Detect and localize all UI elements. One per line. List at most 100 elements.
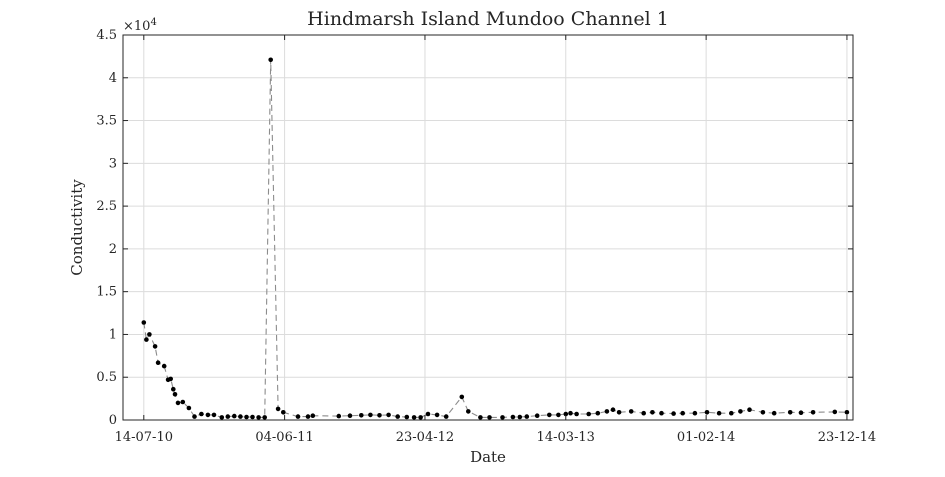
data-point bbox=[175, 400, 181, 406]
data-point bbox=[219, 415, 225, 420]
data-point bbox=[459, 394, 465, 400]
data-point bbox=[524, 414, 530, 419]
y-tick-label: 4.5 bbox=[96, 28, 117, 43]
data-point bbox=[810, 410, 816, 415]
x-tick-label: 23-12-14 bbox=[818, 430, 876, 445]
data-point bbox=[547, 412, 552, 418]
grid bbox=[123, 34, 853, 421]
y-tick-label: 1.5 bbox=[96, 285, 117, 300]
data-point bbox=[671, 411, 676, 416]
y-tick-label: 0.5 bbox=[96, 370, 117, 385]
data-point bbox=[225, 414, 231, 419]
data-point bbox=[411, 415, 417, 420]
data-point bbox=[161, 363, 167, 369]
data-point bbox=[787, 410, 793, 415]
data-point bbox=[478, 415, 483, 420]
axes-box bbox=[122, 34, 854, 421]
data-point bbox=[275, 406, 281, 412]
data-point bbox=[500, 415, 505, 420]
y-tick-label: 2.5 bbox=[96, 199, 117, 214]
data-point bbox=[595, 410, 601, 416]
y-tick-label: 4 bbox=[109, 71, 117, 86]
data-point bbox=[738, 409, 743, 414]
data-point bbox=[832, 409, 838, 415]
data-point bbox=[616, 410, 622, 415]
x-tick-label: 14-03-13 bbox=[537, 430, 595, 445]
data-point bbox=[747, 407, 752, 413]
data-point bbox=[395, 414, 401, 419]
y-axis-multiplier: ×104 bbox=[123, 17, 157, 34]
data-point bbox=[534, 413, 540, 419]
data-point bbox=[152, 344, 158, 349]
data-point bbox=[434, 412, 440, 418]
y-tick-label: 0 bbox=[109, 413, 117, 428]
data-point bbox=[680, 410, 685, 416]
data-point bbox=[232, 413, 237, 419]
data-point bbox=[147, 332, 152, 337]
data-point bbox=[144, 337, 149, 342]
data-point bbox=[510, 414, 516, 420]
data-point bbox=[487, 415, 492, 420]
data-point bbox=[377, 413, 382, 418]
data-point bbox=[563, 411, 569, 417]
data-point bbox=[281, 410, 286, 415]
data-point bbox=[844, 410, 850, 415]
data-point bbox=[628, 409, 634, 414]
data-point bbox=[268, 57, 274, 63]
data-point bbox=[368, 412, 373, 418]
x-tick-label: 01-02-14 bbox=[677, 430, 735, 445]
data-point bbox=[729, 410, 734, 416]
data-point bbox=[310, 413, 316, 419]
data-point bbox=[556, 412, 561, 418]
data-point bbox=[155, 360, 161, 366]
data-point bbox=[760, 410, 766, 415]
y-axis-multiplier-exponent: 4 bbox=[150, 17, 156, 28]
data-point bbox=[256, 415, 261, 420]
y-axis-label: Conductivity bbox=[68, 179, 86, 276]
data-point bbox=[211, 412, 217, 418]
data-point bbox=[295, 414, 301, 419]
x-tick-label: 14-07-10 bbox=[115, 430, 173, 445]
data-point bbox=[262, 415, 268, 420]
y-tick-label: 2 bbox=[109, 242, 117, 257]
x-axis-label: Date bbox=[470, 448, 506, 466]
plot-area bbox=[141, 57, 850, 420]
data-point bbox=[359, 413, 364, 418]
data-point bbox=[574, 411, 579, 417]
data-point bbox=[192, 414, 197, 419]
data-point bbox=[568, 410, 573, 416]
data-point bbox=[610, 407, 616, 413]
data-point bbox=[425, 411, 431, 417]
data-point bbox=[517, 414, 523, 420]
x-tick-label: 04-06-11 bbox=[255, 430, 313, 445]
axis-ticks: 0 0.5 1 1.5 2 2.5 3 3.5 4 4.5 14-07-10 04-06-11 23-0… bbox=[96, 28, 876, 445]
y-tick-label: 1 bbox=[109, 327, 117, 342]
data-point bbox=[798, 410, 804, 416]
data-point bbox=[336, 413, 342, 419]
data-point bbox=[386, 412, 391, 418]
data-point bbox=[404, 414, 410, 420]
data-point bbox=[250, 414, 255, 420]
data-point bbox=[771, 410, 777, 416]
y-tick-label: 3 bbox=[109, 156, 117, 171]
data-point bbox=[466, 409, 471, 414]
data-point bbox=[418, 415, 423, 420]
data-point bbox=[659, 410, 664, 416]
data-point bbox=[443, 414, 449, 419]
data-point bbox=[244, 414, 249, 420]
data-point bbox=[586, 411, 591, 417]
data-point bbox=[305, 414, 311, 419]
series-line bbox=[143, 59, 847, 418]
data-point bbox=[347, 413, 353, 419]
data-point bbox=[205, 412, 211, 418]
data-point bbox=[641, 410, 646, 416]
data-point bbox=[199, 411, 204, 417]
data-point bbox=[172, 392, 178, 397]
data-point bbox=[604, 409, 610, 414]
y-tick-label: 3.5 bbox=[96, 114, 117, 129]
data-point bbox=[141, 320, 147, 325]
data-point bbox=[238, 414, 243, 419]
data-point bbox=[650, 410, 655, 415]
